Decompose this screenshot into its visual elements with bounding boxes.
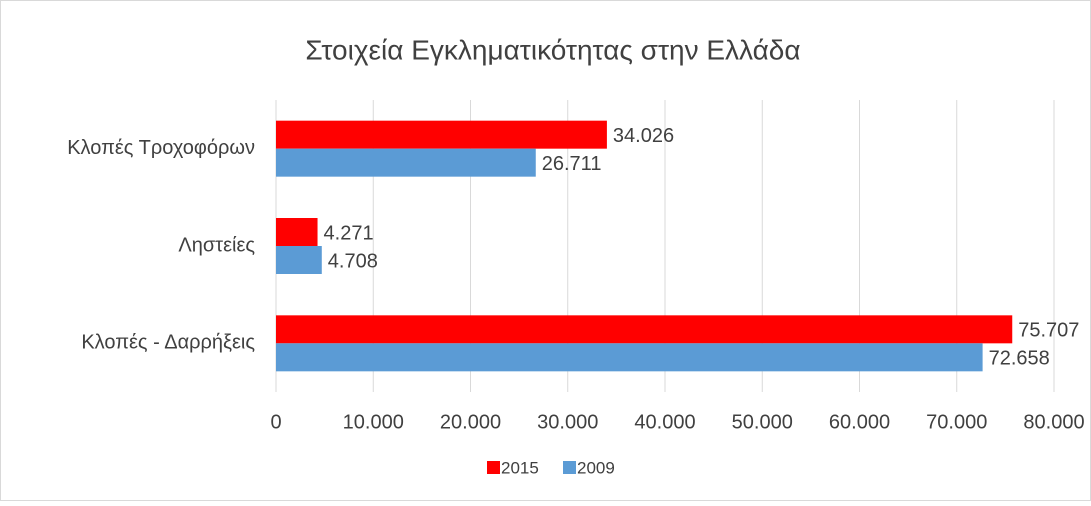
chart-title: Στοιχεία Εγκληματικότητας στην Ελλάδα xyxy=(305,34,800,65)
x-tick-label: 40.000 xyxy=(634,411,695,433)
data-label: 75.707 xyxy=(1018,320,1079,342)
bar xyxy=(276,148,536,177)
legend-label: 2015 xyxy=(501,458,539,477)
y-tick-label: Κλοπές - Δαρρήξεις xyxy=(81,332,255,354)
x-tick-label: 30.000 xyxy=(537,411,598,433)
legend-swatch xyxy=(563,461,576,474)
x-tick-label: 50.000 xyxy=(732,411,793,433)
legend-label: 2009 xyxy=(577,458,615,477)
data-label: 34.026 xyxy=(613,125,674,147)
legend-swatch xyxy=(487,461,500,474)
bar xyxy=(276,218,318,246)
x-tick-label: 70.000 xyxy=(926,411,987,433)
x-tick-label: 20.000 xyxy=(440,411,501,433)
bar xyxy=(276,343,983,372)
x-tick-label: 0 xyxy=(270,411,281,433)
data-label: 4.271 xyxy=(324,222,374,244)
x-tick-label: 80.000 xyxy=(1023,411,1084,433)
bar xyxy=(276,315,1013,344)
bar xyxy=(276,120,607,149)
x-tick-label: 10.000 xyxy=(343,411,404,433)
bar xyxy=(276,246,322,274)
x-tick-label: 60.000 xyxy=(829,411,890,433)
data-label: 72.658 xyxy=(989,348,1050,370)
data-label: 4.708 xyxy=(328,250,378,272)
y-tick-label: Ληστείες xyxy=(178,234,255,256)
y-tick-label: Κλοπές Τροχοφόρων xyxy=(67,137,255,159)
data-label: 26.711 xyxy=(542,153,602,175)
